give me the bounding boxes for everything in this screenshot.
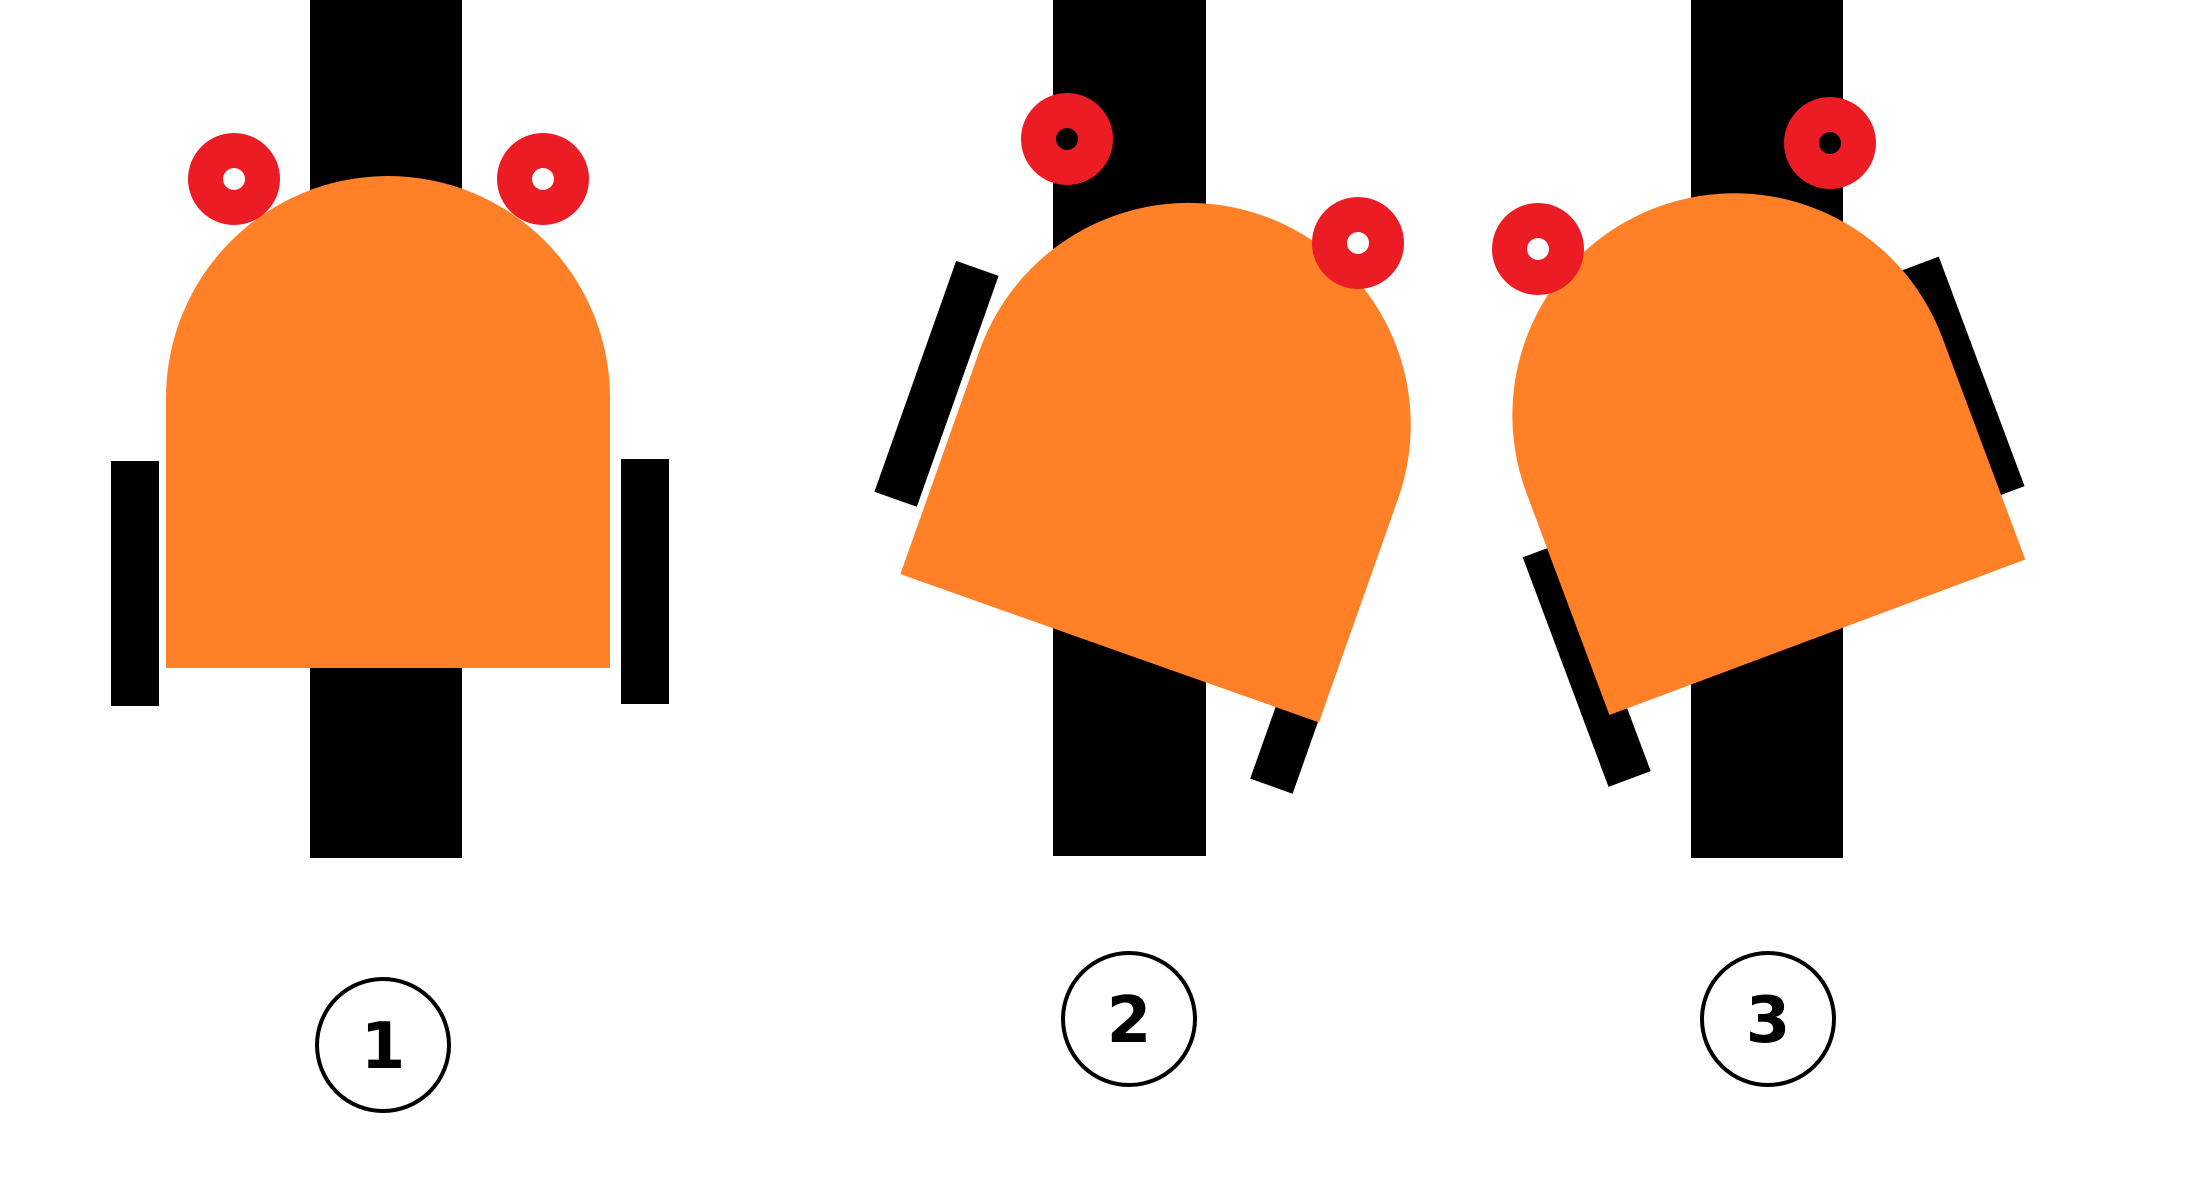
right-sensor: [1312, 197, 1404, 289]
right-sensor: [497, 133, 589, 225]
label-circle: [315, 977, 451, 1113]
left-sensor: [1492, 203, 1584, 295]
left-wheel: [874, 260, 999, 507]
label-text: 2: [1107, 984, 1152, 1058]
left-sensor: [1021, 93, 1113, 185]
robot-body: [900, 202, 1411, 723]
right-sensor: [1784, 97, 1876, 189]
robot-body: [1512, 193, 2026, 716]
panel-1: 1: [111, 0, 669, 1113]
label-circle: [1061, 951, 1197, 1087]
panel-3: 3: [1492, 0, 2026, 1087]
panel-2: 2: [874, 0, 1411, 1087]
right-sensor-indicator: [532, 168, 554, 190]
label-circle: [1700, 951, 1836, 1087]
label-text: 1: [361, 1010, 406, 1084]
right-wheel: [621, 459, 669, 704]
robot: [111, 133, 669, 706]
right-sensor-indicator: [1819, 132, 1841, 154]
panel-label: 1: [315, 977, 451, 1113]
robot-body: [166, 176, 610, 668]
left-sensor-indicator: [1056, 128, 1078, 150]
panel-label: 2: [1061, 951, 1197, 1087]
left-sensor: [188, 133, 280, 225]
left-sensor-indicator: [1527, 238, 1549, 260]
left-wheel: [1522, 541, 1651, 787]
label-text: 3: [1746, 984, 1791, 1058]
robot: [1512, 193, 2026, 787]
panel-label: 3: [1700, 951, 1836, 1087]
left-wheel: [111, 461, 159, 706]
left-sensor-indicator: [223, 168, 245, 190]
robot: [874, 202, 1411, 794]
right-sensor-indicator: [1347, 232, 1369, 254]
